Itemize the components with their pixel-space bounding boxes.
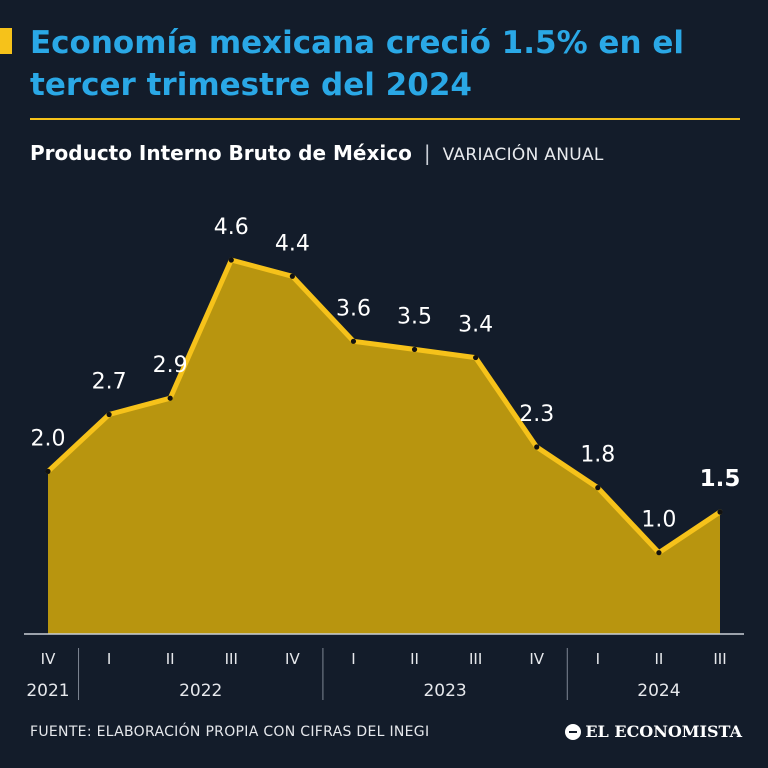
data-label: 1.5 xyxy=(700,466,741,492)
logo-text: EL ECONOMISTA xyxy=(585,722,742,741)
x-tick-label: IV xyxy=(285,650,300,668)
data-point xyxy=(289,273,295,279)
x-tick-label: III xyxy=(713,650,726,668)
data-point xyxy=(717,509,723,515)
data-point xyxy=(411,346,418,353)
data-label: 2.3 xyxy=(519,402,554,427)
data-point xyxy=(350,338,357,344)
title-divider xyxy=(30,118,740,120)
data-label: 2.9 xyxy=(153,353,188,378)
data-point xyxy=(167,395,173,401)
subtitle-text: Producto Interno Bruto de México xyxy=(30,141,412,165)
x-tick-label: III xyxy=(225,650,238,668)
area-fill xyxy=(48,260,720,634)
data-label: 4.4 xyxy=(275,231,310,256)
chart-subtitle: Producto Interno Bruto de México | VARIACI… xyxy=(30,140,604,166)
x-tick-label: IV xyxy=(41,650,56,668)
subtitle-unit: VARIACIÓN ANUAL xyxy=(442,145,604,165)
data-label: 2.7 xyxy=(92,369,127,394)
series-line xyxy=(45,257,723,556)
data-point xyxy=(228,257,234,263)
data-point xyxy=(534,444,540,450)
data-point xyxy=(45,468,51,474)
data-point xyxy=(473,354,479,361)
source-note: FUENTE: ELABORACIÓN PROPIA CON CIFRAS DE… xyxy=(30,724,430,740)
data-label: 1.0 xyxy=(641,508,676,533)
x-tick-label: IV xyxy=(529,650,544,668)
data-point xyxy=(106,411,112,418)
logo-icon xyxy=(565,723,582,740)
year-label: 2022 xyxy=(179,681,222,701)
data-label: 1.8 xyxy=(580,443,615,468)
year-label: 2024 xyxy=(637,681,680,701)
data-label: 3.4 xyxy=(458,313,493,338)
subtitle-separator: | xyxy=(423,141,431,165)
data-point xyxy=(595,485,601,491)
year-label: 2023 xyxy=(423,681,466,701)
data-label: 3.6 xyxy=(336,296,371,321)
data-label: 2.0 xyxy=(31,426,66,451)
x-tick-label: II xyxy=(654,650,663,668)
x-tick-label: I xyxy=(107,650,111,668)
x-tick-label: I xyxy=(596,650,600,668)
data-point xyxy=(656,550,662,556)
data-label: 3.5 xyxy=(397,304,432,329)
page-title: Economía mexicana creció 1.5% en el terc… xyxy=(30,25,684,103)
x-tick-label: II xyxy=(166,650,175,668)
data-label: 4.6 xyxy=(214,215,249,240)
x-tick-label: I xyxy=(351,650,355,668)
title-accent-bar xyxy=(0,28,12,54)
x-tick-label: III xyxy=(469,650,482,668)
year-label: 2021 xyxy=(26,681,69,701)
x-tick-label: II xyxy=(410,650,419,668)
publisher-logo: EL ECONOMISTA xyxy=(565,722,742,741)
